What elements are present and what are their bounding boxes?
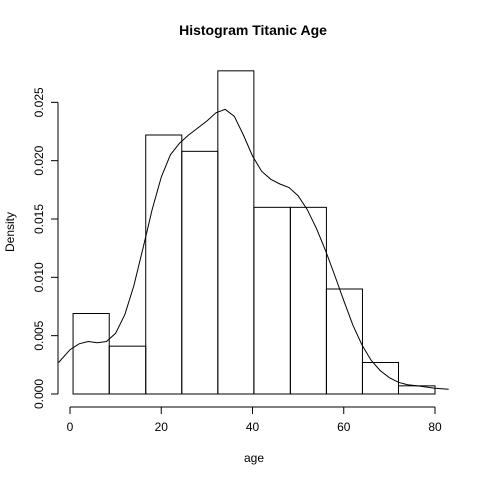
histogram-bar-4 [181, 150, 219, 395]
x-axis: 0 20 40 60 80 [67, 406, 442, 434]
histogram-bar-3 [145, 134, 183, 395]
histogram-bar-2 [108, 345, 147, 395]
y-tick-label-0: 0.000 [32, 379, 46, 409]
density-curve-group [58, 108, 449, 390]
histogram-bar-8 [325, 288, 363, 395]
x-axis-label: age [244, 451, 264, 465]
density-curve-line [58, 108, 449, 390]
x-tick-label-80: 80 [428, 420, 442, 434]
y-tick-label-3: 0.015 [32, 204, 46, 234]
y-tick-label-5: 0.025 [32, 87, 46, 117]
x-tick-label-40: 40 [246, 420, 260, 434]
x-tick-label-0: 0 [67, 420, 74, 434]
chart-title: Histogram Titanic Age [179, 22, 327, 38]
x-tick-label-20: 20 [155, 420, 169, 434]
y-tick-label-4: 0.020 [32, 145, 46, 175]
y-tick-label-2: 0.010 [32, 262, 46, 292]
histogram-bar-9 [361, 362, 399, 395]
histogram-bars [72, 70, 436, 395]
histogram-bar-6 [253, 206, 291, 395]
x-tick-label-60: 60 [337, 420, 351, 434]
y-axis: 0.000 0.005 0.010 0.015 0.020 0.025 [32, 87, 59, 409]
y-axis-label: Density [3, 212, 17, 252]
y-tick-label-1: 0.005 [32, 320, 46, 350]
histogram-bar-1 [72, 313, 110, 395]
histogram-bar-7 [289, 206, 327, 395]
